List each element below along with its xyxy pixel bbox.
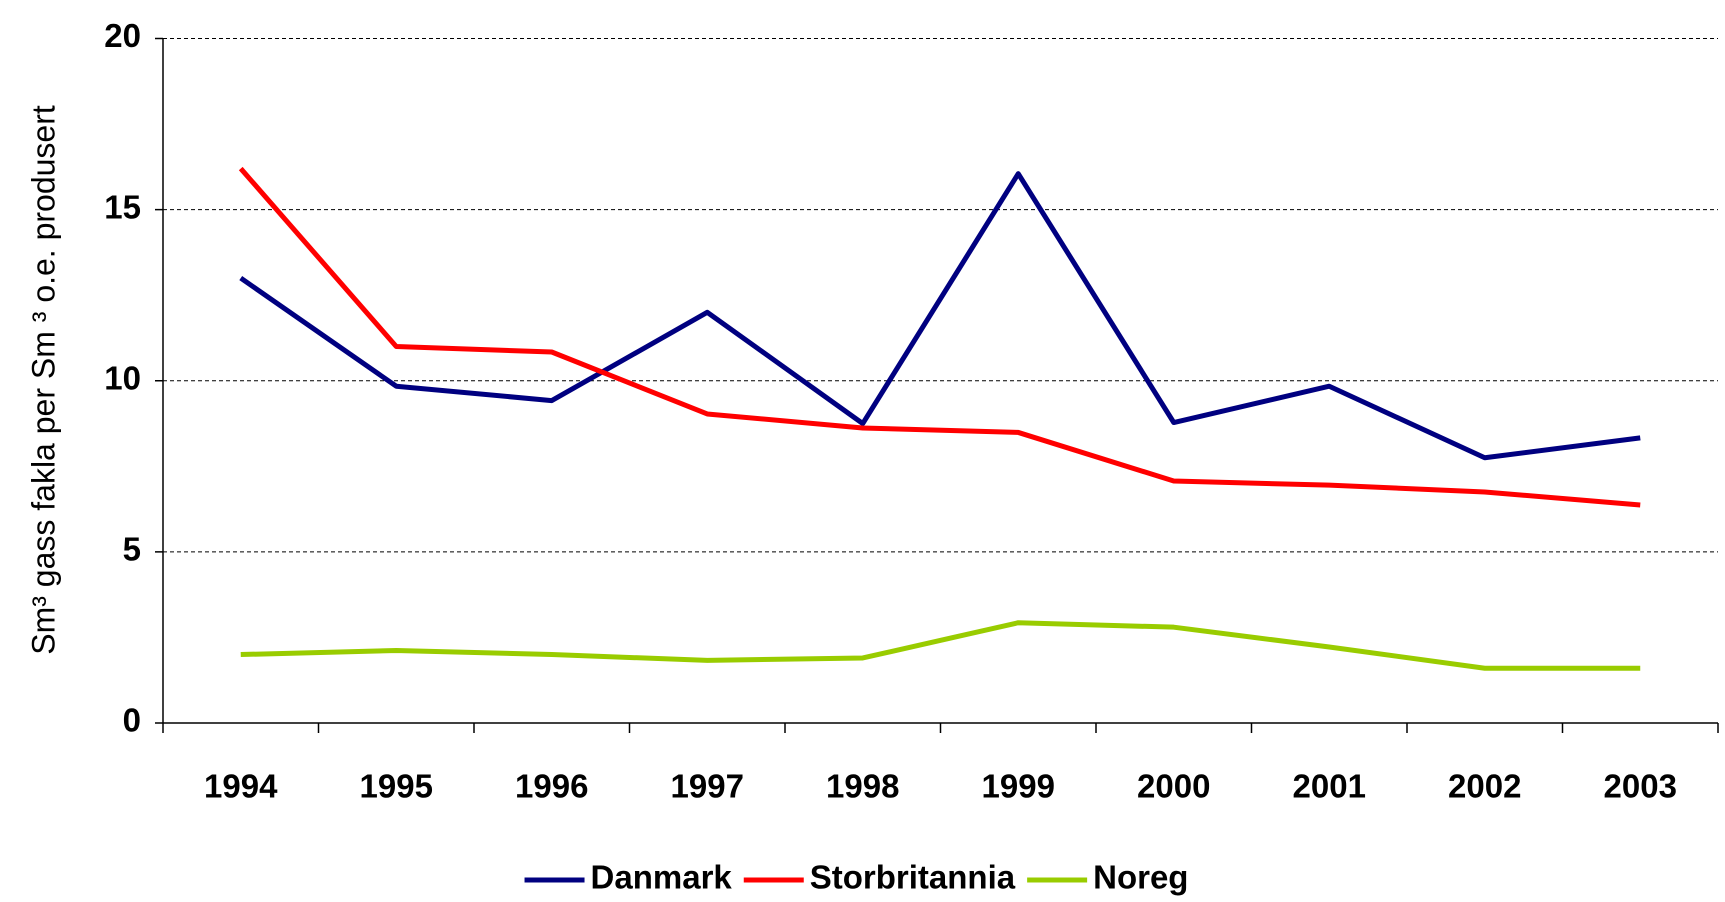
x-tick-label: 2000 (1137, 768, 1210, 805)
x-tick-label: 1995 (360, 768, 433, 805)
legend-label: Storbritannia (810, 859, 1016, 896)
data-line (238, 166, 1641, 508)
x-tick-label: 1994 (204, 768, 278, 805)
x-tick-label: 1999 (982, 768, 1055, 805)
x-tick-label: 1998 (826, 768, 899, 805)
legend-label: Noreg (1093, 859, 1188, 896)
x-tick-label: 2002 (1448, 768, 1521, 805)
x-tick-label: 2003 (1604, 768, 1677, 805)
y-axis-title: Sm³ gass fakla per Sm ³ o.e. produsert (25, 105, 61, 655)
y-tick-label: 0 (123, 702, 141, 739)
data-line (240, 620, 1641, 671)
data-line (239, 171, 1641, 461)
x-tick-label: 2001 (1293, 768, 1366, 805)
x-tick-label: 1996 (515, 768, 588, 805)
y-tick-label: 5 (123, 531, 141, 568)
y-tick-label: 10 (104, 359, 141, 396)
y-tick-label: 20 (104, 17, 141, 54)
legend-label: Danmark (591, 859, 733, 896)
y-tick-label: 15 (104, 188, 141, 225)
x-tick-label: 1997 (671, 768, 744, 805)
